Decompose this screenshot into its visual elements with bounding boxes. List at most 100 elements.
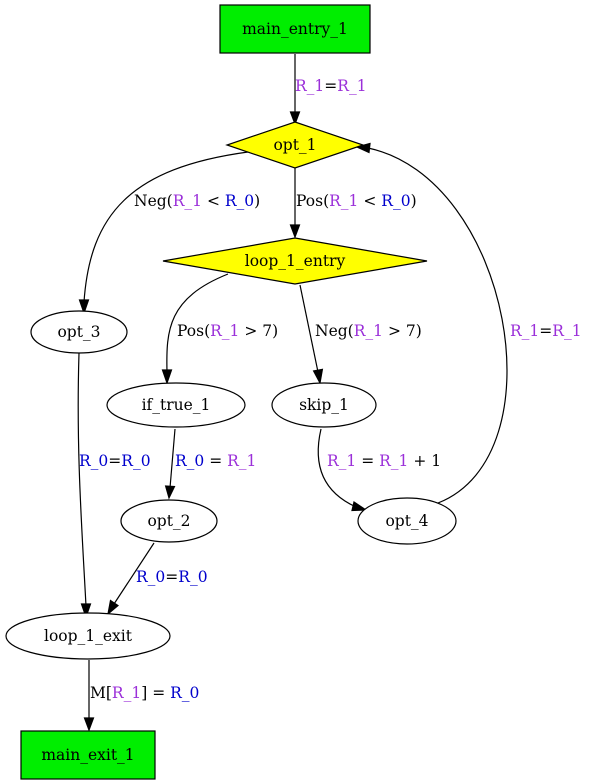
edge-label-segment: R_0 [170,684,199,702]
arrowhead-if-true-1-to-opt-2 [164,485,176,500]
edge-label-segment: = [204,452,227,470]
edge-label-e7: R_0=R_0 [79,452,151,470]
arrowhead-opt-2-to-loop-1-exit [107,599,119,616]
edge-label-segment: R_1 [210,322,239,340]
edge-label-e11: M[R_1] = R_0 [90,684,199,702]
edge-label-segment: Neg( [134,192,173,210]
node-loop-1-exit-label: loop_1_exit [44,627,133,645]
node-opt-1-label: opt_1 [273,136,316,154]
node-opt-3-ellipse [30,310,128,354]
arrowhead-opt-3-to-loop-1-exit [80,603,92,619]
node-loop-1-exit-ellipse [5,612,171,660]
arrowhead-opt-1-to-loop-1-entry [289,224,301,239]
node-opt-4-ellipse [357,497,457,545]
arrowhead-loop-1-entry-to-skip-1 [312,368,324,385]
edge-opt-1-to-opt-3 [83,151,249,303]
edge-label-segment: R_1 [510,322,539,340]
edge-label-segment: R_1 [327,452,356,470]
edge-label-segment: R_1 [379,452,408,470]
edge-label-e9: R_1 = R_1 + 1 [327,452,441,470]
edge-label-e1: R_1=R_1 [295,77,367,95]
edge-label-segment: R_0 [79,452,108,470]
edge-label-segment: ] = [141,684,170,702]
edge-label-segment: < [358,192,381,210]
edge-label-e4: Pos(R_1 > 7) [177,322,278,340]
edges [77,54,508,732]
edge-label-segment: R_1 [295,77,324,95]
edge-label-segment: = [165,568,178,586]
edge-if-true-1-to-opt-2 [169,428,176,489]
edge-label-e3: Pos(R_1 < R_0) [296,192,417,210]
edge-label-segment: R_1 [112,684,141,702]
edge-label-segment: Neg( [315,322,354,340]
arrowhead-loop-1-exit-to-main-exit [83,717,95,732]
edge-label-segment: R_1 [329,192,358,210]
edge-label-segment: ) [254,192,260,210]
edge-loop-1-entry-to-skip-1 [299,284,319,373]
edge-label-segment: R_0 [178,568,207,586]
node-opt-1[interactable]: opt_1 [225,121,365,169]
node-opt-2-ellipse [120,499,218,543]
edge-label-segment: = [356,452,379,470]
edge-labels: R_1=R_1 Neg(R_1 < R_0) Pos(R_1 < R_0) Po… [79,77,582,702]
nodes: main_entry_1 opt_1 loop_1_entry opt_3 if… [5,4,457,780]
edge-label-segment: > 7) [239,322,278,340]
edge-label-segment: R_0 [121,452,150,470]
node-opt-2[interactable]: opt_2 [120,499,218,543]
node-skip-1[interactable]: skip_1 [271,382,377,428]
edge-label-segment: R_0 [225,192,254,210]
node-opt-3[interactable]: opt_3 [30,310,128,354]
node-loop-1-entry-diamond [162,237,428,285]
node-if-true-1-ellipse [106,382,246,428]
edge-label-segment: ) [411,192,417,210]
node-opt-2-label: opt_2 [147,512,190,530]
edge-opt-4-to-opt-1 [367,147,508,504]
node-loop-1-entry[interactable]: loop_1_entry [162,237,428,285]
node-opt-4-label: opt_4 [385,512,428,530]
node-opt-1-diamond [225,121,365,169]
node-main-exit-1[interactable]: main_exit_1 [20,730,156,780]
node-opt-4[interactable]: opt_4 [357,497,457,545]
node-loop-1-exit[interactable]: loop_1_exit [5,612,171,660]
arrowhead-loop-1-entry-to-if-true-1 [161,369,173,385]
edge-label-segment: < [202,192,225,210]
node-main-entry-1[interactable]: main_entry_1 [219,4,371,54]
edge-label-segment: > 7) [383,322,422,340]
edge-label-segment: Pos( [296,192,329,210]
node-main-entry-1-box [219,4,371,54]
edge-label-e5: Neg(R_1 > 7) [315,322,422,340]
edge-loop-1-entry-to-if-true-1 [166,273,229,373]
node-skip-1-label: skip_1 [299,396,349,414]
edge-label-segment: R_0 [175,452,204,470]
node-if-true-1[interactable]: if_true_1 [106,382,246,428]
node-if-true-1-label: if_true_1 [142,396,211,414]
edge-opt-3-to-loop-1-exit [77,352,87,607]
edge-label-segment: = [539,322,552,340]
edge-label-segment: R_0 [136,568,165,586]
edge-label-segment: R_1 [354,322,383,340]
edge-label-segment: R_1 [227,452,256,470]
edge-label-segment: + 1 [408,452,441,470]
edge-label-segment: = [108,452,121,470]
edge-label-segment: M[ [90,684,112,702]
edge-label-segment: = [324,77,337,95]
arrowhead-skip-1-to-opt-4 [351,501,368,512]
edge-label-segment: R_1 [173,192,202,210]
node-main-entry-1-label: main_entry_1 [242,20,348,38]
edge-label-e10: R_0=R_0 [136,568,208,586]
arrowhead-opt-1-to-opt-3 [78,299,90,315]
node-main-exit-1-label: main_exit_1 [41,746,134,764]
edge-opt-2-to-loop-1-exit [113,542,155,605]
node-opt-3-label: opt_3 [57,323,100,341]
edge-label-e2: Neg(R_1 < R_0) [134,192,260,210]
edge-skip-1-to-opt-4 [317,428,357,508]
edge-label-segment: Pos( [177,322,210,340]
node-skip-1-ellipse [271,382,377,428]
edge-label-segment: R_1 [337,77,366,95]
edge-label-segment: R_1 [552,322,581,340]
arrowhead-main-entry-to-opt-1 [289,111,301,126]
node-main-exit-1-box [20,730,156,780]
edge-label-segment: R_0 [381,192,410,210]
node-loop-1-entry-label: loop_1_entry [245,252,346,270]
